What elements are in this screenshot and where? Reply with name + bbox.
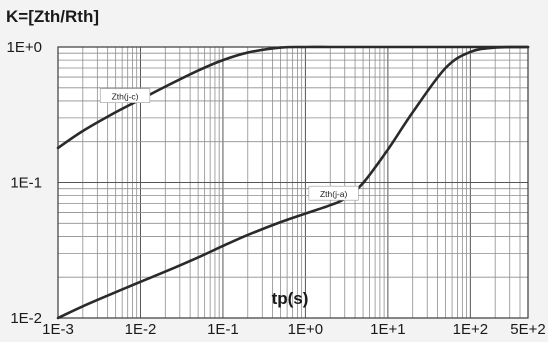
series-label: Zth(j-c) (112, 92, 139, 102)
grid (57, 46, 529, 319)
y-tick-label: 1E+0 (7, 39, 42, 56)
series-label: Zth(j-a) (320, 189, 348, 199)
series-label-box (308, 185, 359, 201)
chart-title: K=[Zth/Rth] (6, 7, 99, 26)
x-tick-label: 1E+1 (370, 321, 405, 338)
x-tick-label: 5E+2 (510, 321, 545, 338)
x-tick-label: 1E-3 (42, 321, 74, 338)
series-line-zth-j-c (56, 45, 530, 150)
x-tick-label: 1E+0 (288, 321, 323, 338)
series-label-box (99, 88, 151, 103)
x-tick-label: 1E-2 (125, 321, 157, 338)
x-tick-label: 1E-1 (207, 321, 239, 338)
labels: 1E-3 1E-2 1E-1 1E+0 1E+1 1E+2 5E+21E-21E-11E+0… (7, 39, 546, 338)
x-axis-label: tp(s) (272, 289, 309, 308)
series-line-zth-j-a (56, 45, 530, 320)
y-tick-label: 1E-2 (10, 310, 42, 327)
curves (56, 45, 530, 320)
x-tick-label: 1E+2 (453, 321, 488, 338)
y-tick-label: 1E-1 (10, 175, 42, 192)
